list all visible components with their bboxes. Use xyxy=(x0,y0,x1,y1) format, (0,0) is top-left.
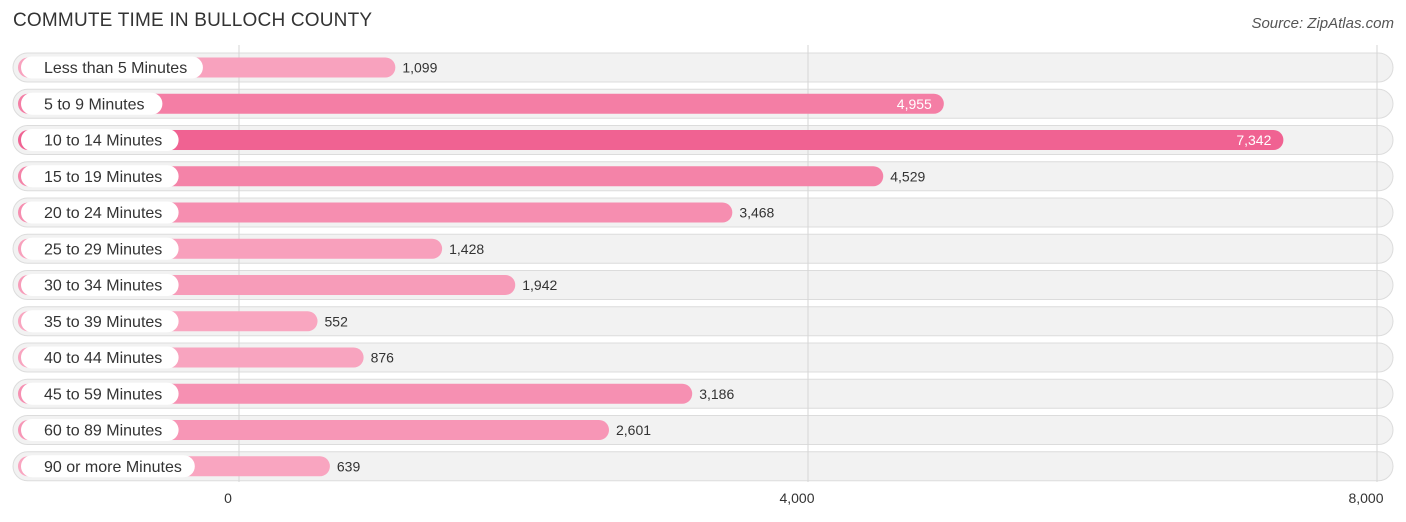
value-label: 1,428 xyxy=(449,241,484,257)
gridlines xyxy=(238,45,1378,482)
category-label: 60 to 89 Minutes xyxy=(44,423,162,440)
category-label-pill xyxy=(21,419,179,441)
category-label-pill xyxy=(21,92,163,115)
category-label: 40 to 44 Minutes xyxy=(44,350,162,367)
category-label-pill xyxy=(21,201,179,224)
chart-title: COMMUTE TIME IN BULLOCH COUNTY xyxy=(13,10,373,31)
bar xyxy=(18,130,1284,150)
value-label: 7,342 xyxy=(1236,132,1271,148)
category-label-pill xyxy=(21,346,179,369)
bar xyxy=(18,202,733,223)
value-label: 1,099 xyxy=(402,60,437,76)
bar xyxy=(18,93,944,114)
category-label-pill xyxy=(21,56,203,79)
chart-source: Source: ZipAtlas.com xyxy=(1251,15,1394,32)
value-label: 876 xyxy=(371,350,395,366)
category-label-pill xyxy=(21,165,179,188)
bar xyxy=(18,383,693,404)
row-background xyxy=(12,306,1394,337)
value-label: 4,529 xyxy=(890,168,925,184)
value-label: 4,955 xyxy=(897,96,932,112)
category-label-pill xyxy=(21,455,195,478)
category-label-pill xyxy=(21,237,179,260)
category-label: 20 to 24 Minutes xyxy=(44,205,162,222)
category-label: 25 to 29 Minutes xyxy=(44,241,162,258)
x-tick-label: 8,000 xyxy=(1348,490,1383,506)
x-tick-label: 4,000 xyxy=(779,490,814,506)
category-label-pill xyxy=(21,129,179,151)
value-label: 1,942 xyxy=(522,277,557,293)
category-label-pill xyxy=(21,274,179,296)
category-label-pill xyxy=(21,382,179,405)
category-label: 35 to 39 Minutes xyxy=(44,314,162,331)
category-label: 30 to 34 Minutes xyxy=(44,278,162,295)
x-axis-ticks: 0 4,000 8,000 xyxy=(224,490,1384,506)
value-label: 2,601 xyxy=(616,422,651,438)
value-label: 3,186 xyxy=(699,386,734,402)
value-label: 3,468 xyxy=(739,205,774,221)
value-label: 639 xyxy=(337,458,361,474)
category-label: Less than 5 Minutes xyxy=(44,60,187,77)
bars: Less than 5 Minutes 1,099 5 to 9 Minutes 4,… xyxy=(18,56,1284,478)
category-label: 90 or more Minutes xyxy=(44,459,182,476)
x-tick-label: 0 xyxy=(224,490,232,506)
category-label-pill xyxy=(21,310,179,333)
category-label: 5 to 9 Minutes xyxy=(44,96,145,113)
bar xyxy=(18,166,884,187)
value-label: 552 xyxy=(325,313,349,329)
row-background xyxy=(12,451,1394,482)
category-label: 45 to 59 Minutes xyxy=(44,386,162,403)
category-label: 10 to 14 Minutes xyxy=(44,133,162,150)
category-label: 15 to 19 Minutes xyxy=(44,169,162,186)
row-backgrounds xyxy=(12,52,1394,482)
